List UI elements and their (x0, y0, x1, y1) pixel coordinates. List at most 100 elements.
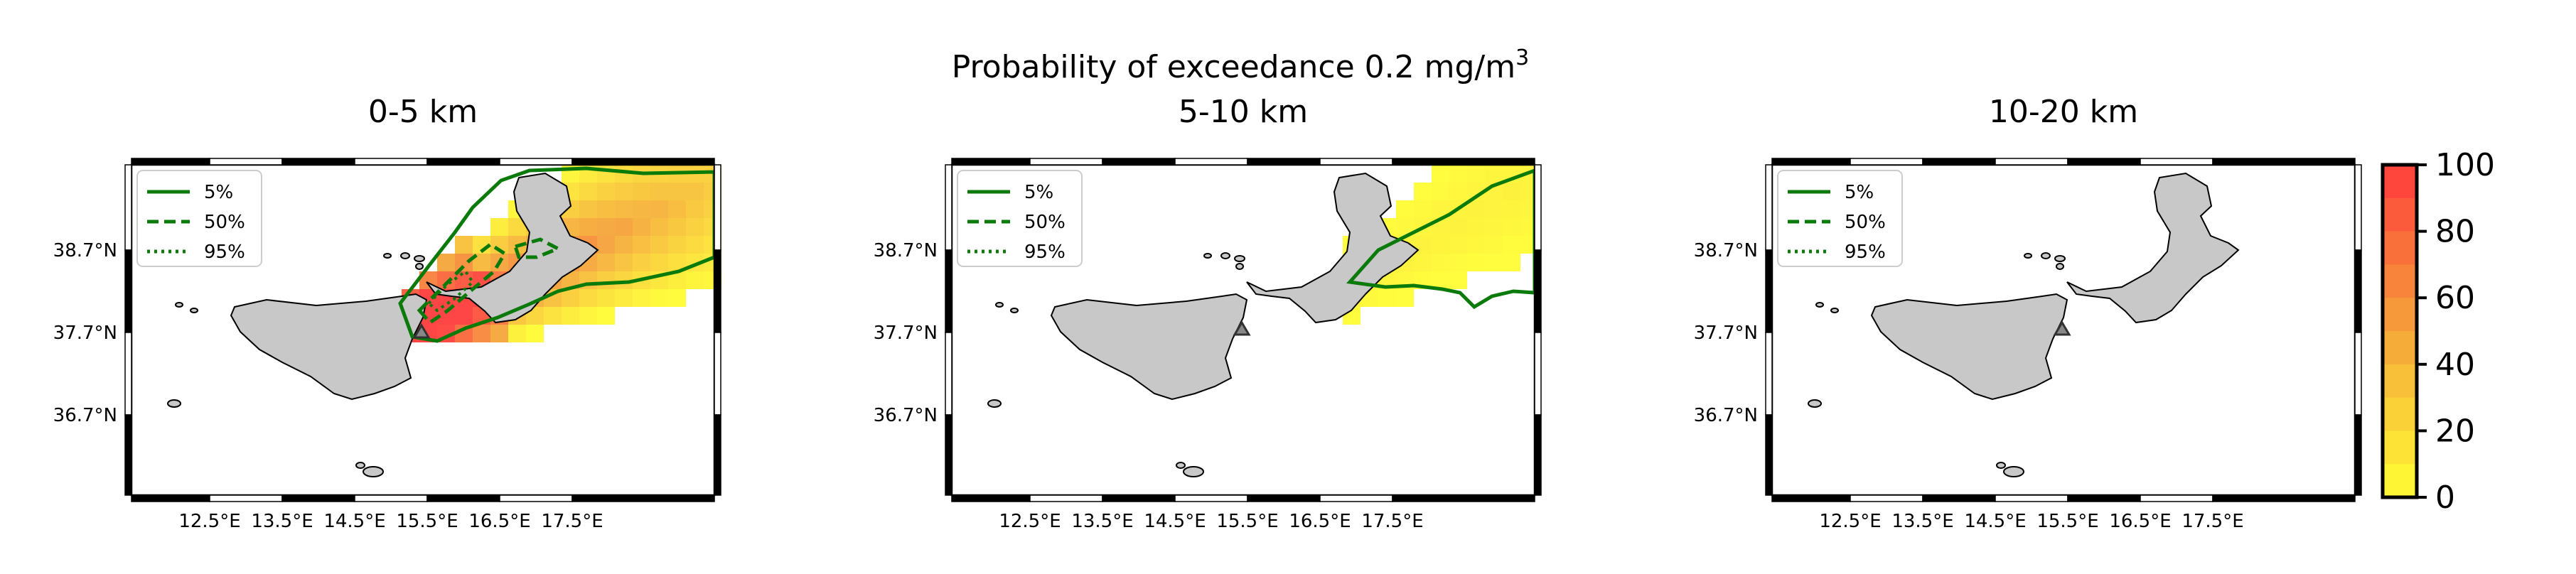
probability-cell (1467, 254, 1485, 271)
lon-tick-label: 12.5°E (999, 511, 1061, 532)
probability-cell (1467, 236, 1485, 254)
probability-cell (1414, 183, 1432, 200)
probability-cell (668, 218, 686, 236)
probability-cell (615, 254, 633, 271)
probability-cell (1485, 236, 1503, 254)
colorbar-tick-label: 80 (2435, 214, 2475, 250)
probability-cell (1467, 218, 1485, 236)
probability-cell (633, 200, 650, 218)
probability-cell (1503, 218, 1520, 236)
probability-cell (1432, 183, 1449, 200)
probability-cell (597, 289, 615, 307)
colorbar-band (2383, 165, 2417, 199)
lon-tick-label: 17.5°E (2181, 511, 2243, 532)
probability-cell (1378, 289, 1396, 307)
lat-tick-label: 38.7°N (1694, 240, 1758, 261)
colorbar-band (2383, 331, 2417, 365)
colorbar-tick-label: 60 (2435, 280, 2475, 316)
probability-cell (437, 254, 455, 271)
frame-bar-right (714, 249, 721, 333)
frame-bar-left (1765, 332, 1773, 416)
lon-tick-label: 12.5°E (178, 511, 240, 532)
frame-bar-top (209, 158, 283, 166)
frame-bar-bottom (281, 494, 355, 502)
axis-ticks: 12.5°E 13.5°E 14.5°E 15.5°E 16.5°E 17.5°E 38.7… (1694, 240, 2244, 532)
lon-tick-label: 14.5°E (1144, 511, 1206, 532)
lon-tick-label: 16.5°E (468, 511, 530, 532)
probability-cell (668, 236, 686, 254)
legend-label: 50% (1024, 212, 1066, 233)
lat-tick-label: 36.7°N (1694, 405, 1758, 426)
frame-bar-left (124, 164, 132, 251)
frame-bar-top (131, 158, 210, 166)
frame-bar-left (1765, 164, 1773, 251)
probability-cell (1449, 218, 1467, 236)
probability-cell (633, 183, 650, 200)
frame-bar-top (426, 158, 500, 166)
figure-suptitle: Probability of exceedance 0.2 mg/m3 (952, 45, 1529, 85)
contour-5pct (1346, 168, 1537, 310)
frame-bar-bottom (426, 494, 500, 502)
legend-label: 95% (1024, 242, 1066, 263)
lat-tick-label: 38.7°N (874, 240, 938, 261)
probability-cell (686, 236, 704, 254)
frame-bar-bottom (2140, 494, 2213, 502)
colorbar-band (2383, 197, 2417, 232)
frame-bar-top (1174, 158, 1248, 166)
colorbar-band (2383, 464, 2417, 498)
frame-bar-bottom (1029, 494, 1103, 502)
probability-cell (1396, 200, 1414, 218)
map-legend: 5% 50% 95% (957, 170, 1083, 267)
frame-bar-bottom (1850, 494, 1923, 502)
probability-cell (597, 218, 615, 236)
colorbar: 100 80 60 40 20 0 (2381, 147, 2495, 516)
legend-label: 95% (1845, 242, 1886, 263)
frame-bar-top (571, 158, 715, 166)
frame-bar-top (1850, 158, 1923, 166)
colorbar-band (2383, 264, 2417, 298)
frame-bar-top (2140, 158, 2213, 166)
frame-bar-top (2067, 158, 2141, 166)
probability-cell (597, 183, 615, 200)
legend-label: 5% (204, 182, 233, 203)
colorbar-band (2383, 231, 2417, 265)
legend-label: 5% (1024, 182, 1053, 203)
lon-tick-label: 14.5°E (323, 511, 385, 532)
probability-cell (597, 165, 615, 183)
probability-cell (633, 218, 650, 236)
probability-cell (650, 254, 668, 271)
probability-cell (455, 236, 473, 254)
probability-cell (455, 254, 473, 271)
frame-bar-left (124, 249, 132, 333)
frame-bar-bottom (1174, 494, 1248, 502)
probability-cell (668, 200, 686, 218)
legend-label: 50% (204, 212, 245, 233)
lat-tick-label: 37.7°N (874, 323, 938, 344)
frame-bar-top (1922, 158, 1996, 166)
frame-bar-bottom (2067, 494, 2141, 502)
lat-tick-label: 38.7°N (53, 240, 117, 261)
probability-cell (597, 200, 615, 218)
frame-bar-bottom (1995, 494, 2068, 502)
frame-bar-top (1771, 158, 1851, 166)
map-frame (124, 158, 721, 502)
colorbar-tick-label: 0 (2435, 480, 2455, 516)
frame-bar-left (945, 164, 952, 251)
frame-bar-top (1995, 158, 2068, 166)
probability-cell (1503, 236, 1520, 254)
probability-cell (615, 289, 633, 307)
probability-cell (686, 271, 704, 289)
probability-cell (1503, 254, 1520, 271)
colorbar-tick-label: 40 (2435, 347, 2475, 383)
frame-bar-bottom (209, 494, 283, 502)
colorbar-tick-label: 20 (2435, 413, 2475, 449)
probability-cell (544, 307, 562, 325)
lon-tick-label: 13.5°E (1071, 511, 1133, 532)
frame-bar-right (1534, 332, 1542, 416)
colorbar-tick-label: 100 (2435, 147, 2495, 183)
probability-cell (1485, 218, 1503, 236)
frame-bar-left (1765, 249, 1773, 333)
probability-cell (1449, 183, 1467, 200)
lon-tick-label: 15.5°E (1216, 511, 1278, 532)
